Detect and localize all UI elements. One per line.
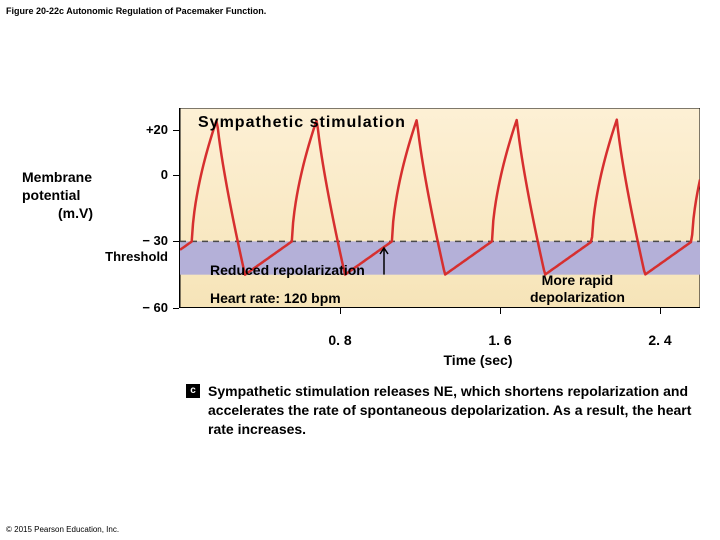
x-tick-label: 2. 4 [640, 332, 680, 348]
x-tick-label: 0. 8 [320, 332, 360, 348]
y-tick-label: − 60 [142, 300, 168, 315]
figure-title: Figure 20-22c Autonomic Regulation of Pa… [6, 6, 266, 16]
x-axis [180, 307, 700, 308]
annotation-heart-rate: Heart rate: 120 bpm [210, 290, 341, 306]
y-axis-label: Membrane potential (m.V) [22, 168, 108, 223]
y-axis-label-line: (m.V) [22, 204, 108, 222]
y-axis-label-line2: potential [22, 186, 108, 204]
copyright-text: © 2015 Pearson Education, Inc. [6, 525, 119, 534]
y-tick [173, 130, 179, 131]
chart-title: Sympathetic stimulation [198, 114, 406, 132]
y-tick [173, 241, 179, 242]
x-tick [500, 308, 501, 314]
x-tick [660, 308, 661, 314]
y-tick [173, 175, 179, 176]
caption-text: Sympathetic stimulation releases NE, whi… [208, 382, 698, 439]
x-tick-label: 1. 6 [480, 332, 520, 348]
y-tick [173, 308, 179, 309]
y-tick-label: − 30 [142, 233, 168, 248]
y-tick-label: 0 [161, 167, 168, 182]
panel-letter-badge: c [186, 384, 200, 398]
y-tick-label: +20 [146, 122, 168, 137]
threshold-label: Threshold [105, 249, 168, 264]
annotation-more-rapid: More rapiddepolarization [530, 272, 625, 306]
y-axis-label-line: Membrane [22, 168, 108, 186]
x-tick [340, 308, 341, 314]
annotation-reduced-repolarization: Reduced repolarization [210, 262, 365, 278]
y-axis [179, 108, 180, 308]
x-axis-title: Time (sec) [428, 352, 528, 368]
